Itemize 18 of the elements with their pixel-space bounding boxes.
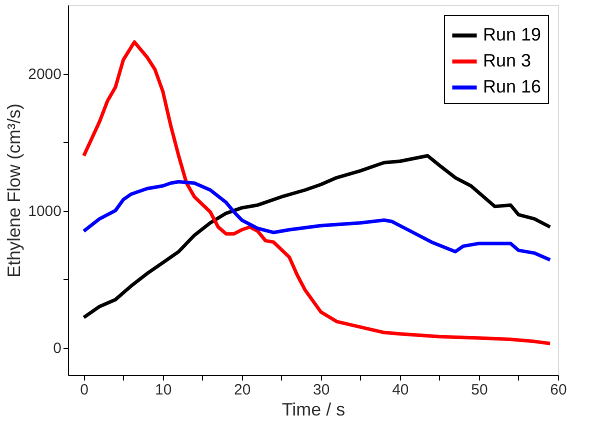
x-axis-title: Time / s <box>282 400 346 420</box>
y-axis-title: Ethylene Flow (cm³/s) <box>4 103 24 278</box>
x-tick-label: 20 <box>234 382 251 398</box>
x-tick-label: 10 <box>154 382 172 398</box>
legend-label: Run 3 <box>483 50 532 70</box>
x-tick-label: 60 <box>550 382 567 398</box>
x-tick-label: 50 <box>471 382 488 398</box>
x-tick-label: 30 <box>313 382 330 398</box>
y-tick-label: 1000 <box>28 203 62 220</box>
line-series <box>82 154 552 320</box>
y-tick-label: 0 <box>53 340 62 358</box>
line-series <box>82 40 552 346</box>
x-tick-label: 0 <box>80 382 88 398</box>
y-tick-label: 2000 <box>28 66 62 84</box>
legend-label: Run 19 <box>483 24 542 44</box>
legend-label: Run 16 <box>483 76 542 96</box>
line-series <box>82 180 552 262</box>
x-tick-label: 40 <box>392 382 409 398</box>
